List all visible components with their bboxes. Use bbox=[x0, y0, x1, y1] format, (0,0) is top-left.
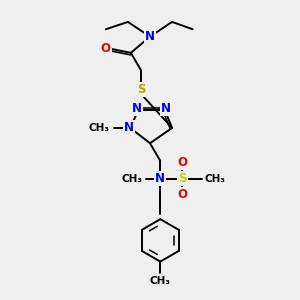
Text: CH₃: CH₃ bbox=[150, 276, 171, 286]
Text: O: O bbox=[101, 42, 111, 55]
Text: CH₃: CH₃ bbox=[205, 174, 226, 184]
Text: N: N bbox=[145, 30, 155, 43]
Text: CH₃: CH₃ bbox=[122, 174, 142, 184]
Text: S: S bbox=[137, 83, 146, 96]
Text: N: N bbox=[124, 122, 134, 134]
Text: S: S bbox=[178, 172, 187, 185]
Text: O: O bbox=[177, 188, 188, 201]
Text: N: N bbox=[161, 102, 171, 115]
Text: CH₃: CH₃ bbox=[89, 123, 110, 133]
Text: O: O bbox=[177, 156, 188, 169]
Text: N: N bbox=[132, 102, 142, 115]
Text: N: N bbox=[155, 172, 165, 185]
